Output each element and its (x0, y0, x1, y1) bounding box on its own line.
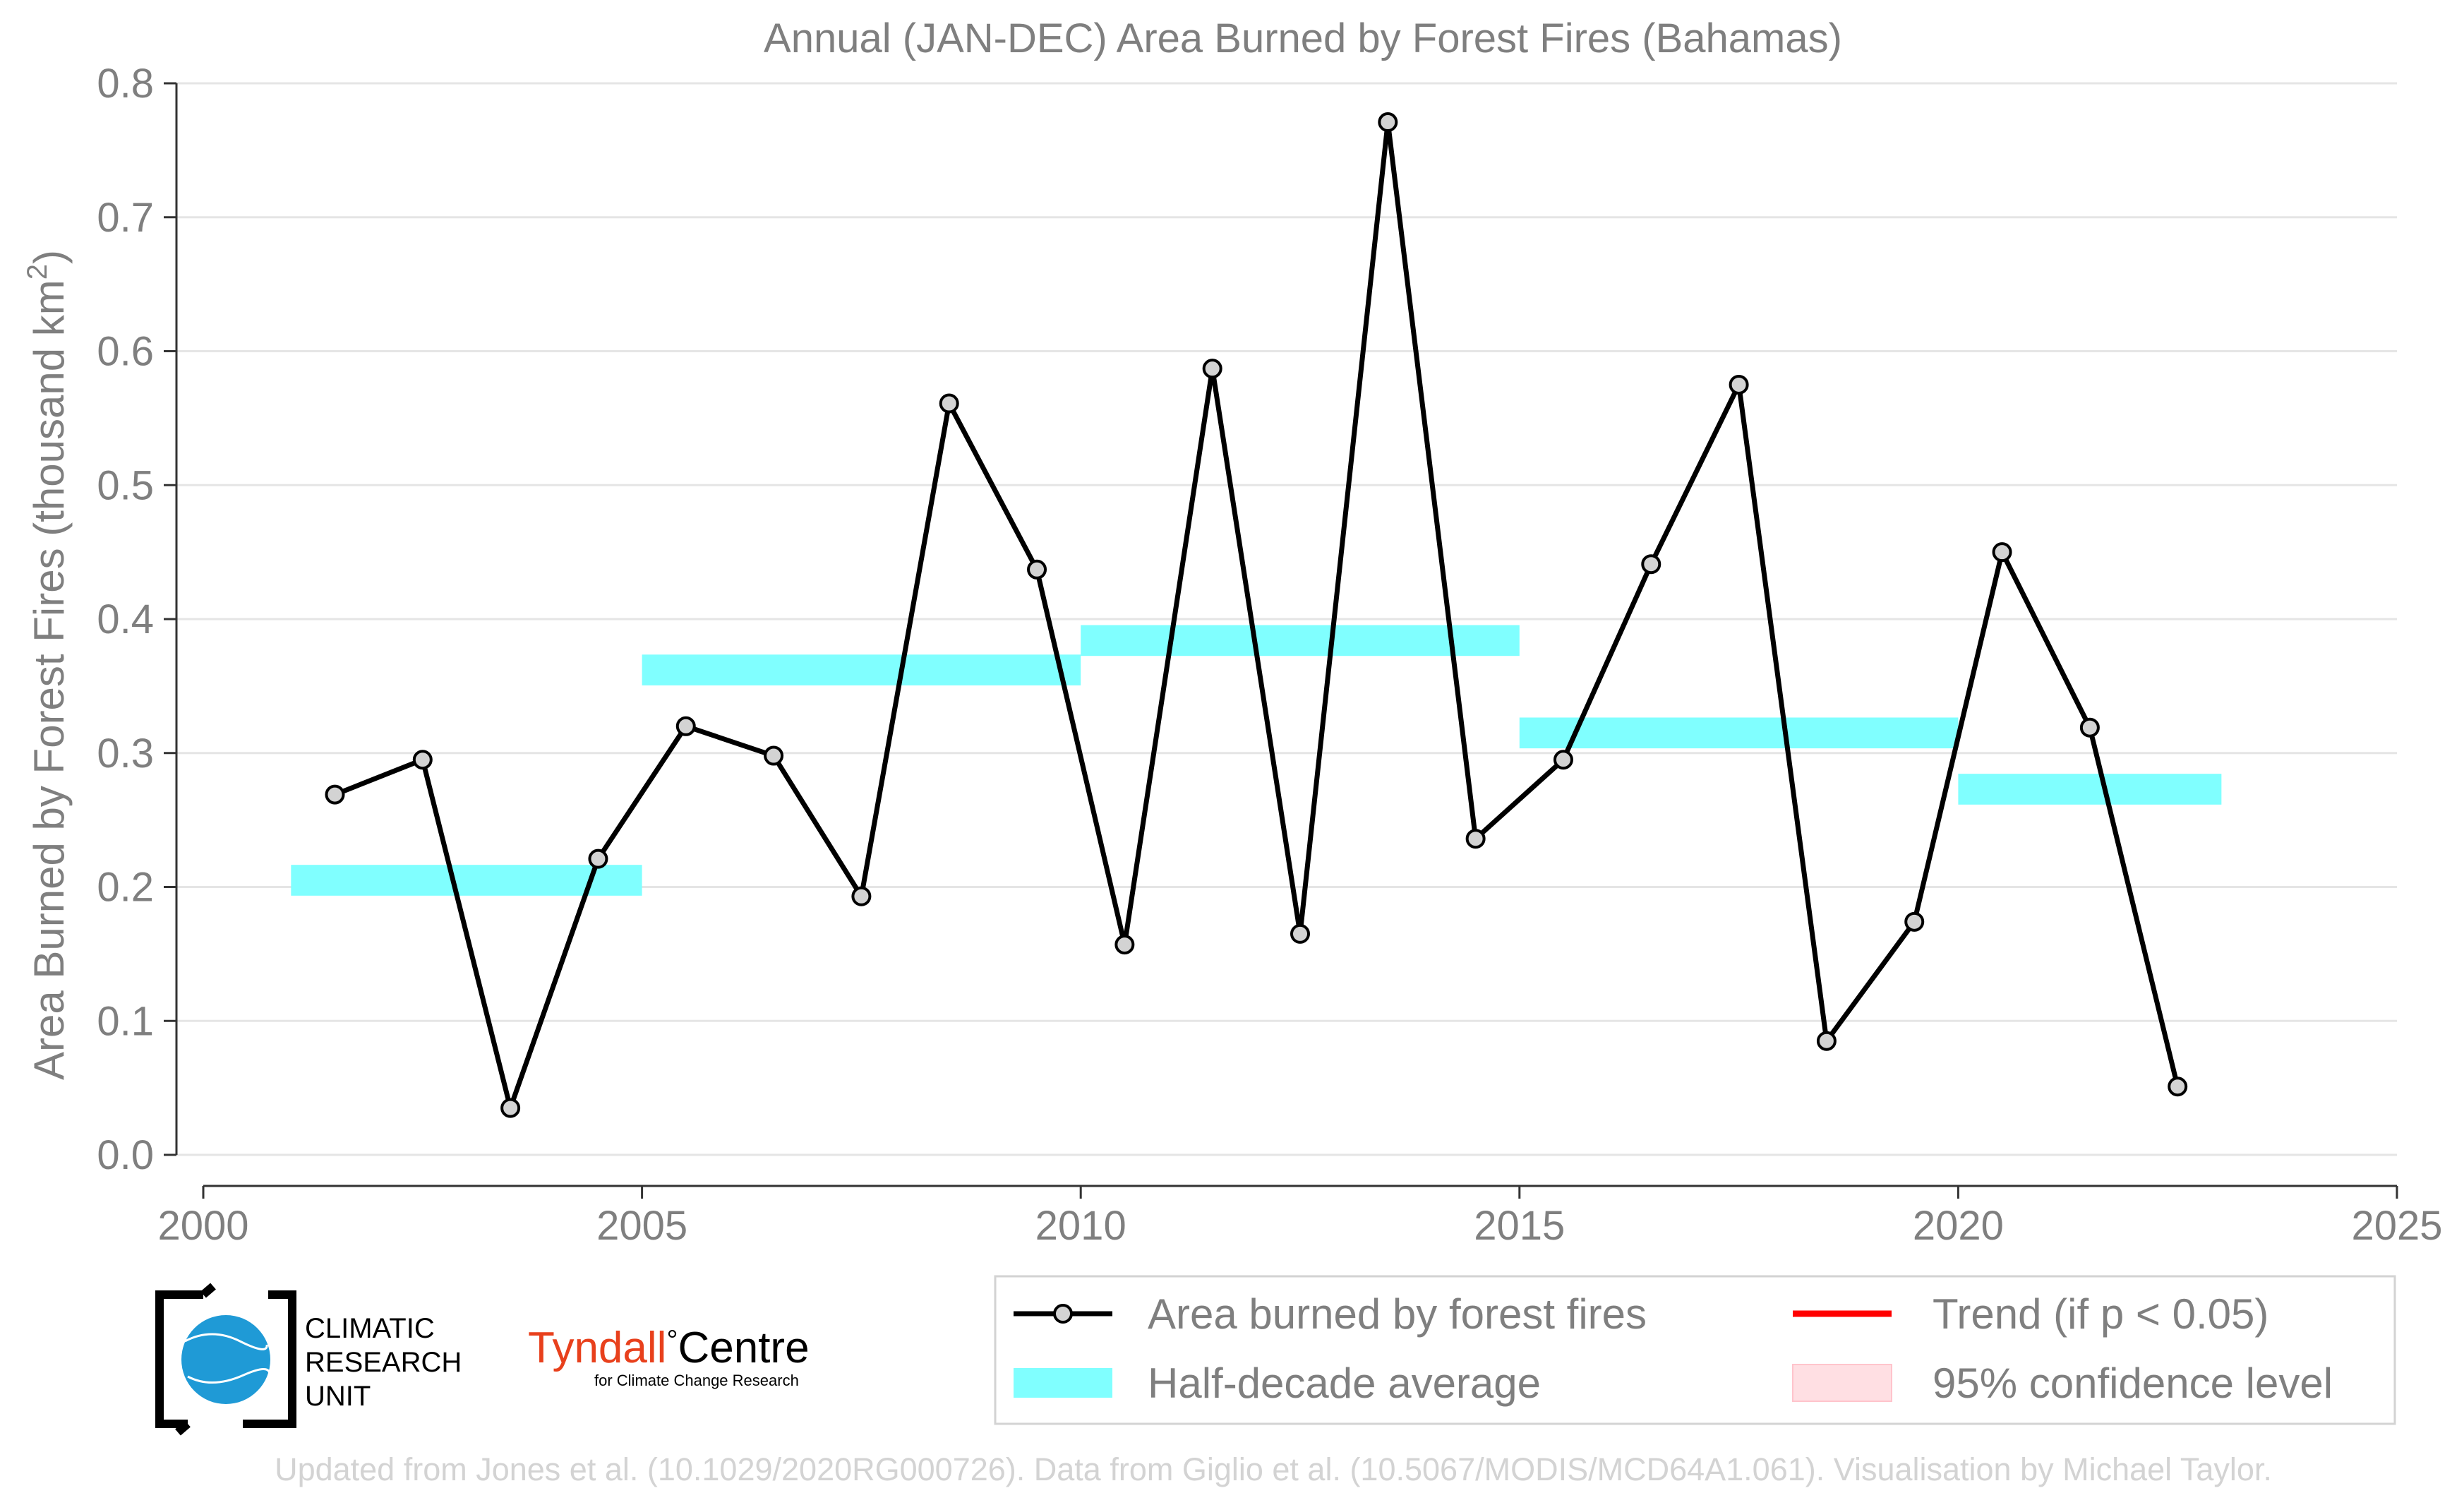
half-decade-bar (291, 865, 642, 896)
x-tick-label: 2015 (1474, 1203, 1565, 1249)
data-point (412, 750, 433, 770)
cru-line-3: UNIT (305, 1381, 371, 1412)
data-point (851, 886, 872, 906)
cru-line-1: CLIMATIC (305, 1313, 435, 1344)
series-markers (325, 112, 2188, 1118)
legend: Area burned by forest fires Trend (if p … (994, 1275, 2396, 1425)
cru-bracket-slash-top (200, 1283, 216, 1298)
data-point (1553, 750, 1573, 770)
legend-box (994, 1275, 2396, 1425)
y-tick-label: 0.3 (97, 731, 154, 777)
data-point (1816, 1031, 1837, 1051)
y-axis: 0.0 0.1 0.2 0.3 0.4 0.5 0.6 0.7 0.8 (97, 61, 178, 1178)
y-axis-title-sup: 2 (22, 264, 53, 280)
legend-item-trend: Trend (if p < 0.05) (1793, 1290, 2268, 1338)
tyndall-logo: Tyndall°Centre for Climate Change Resear… (528, 1324, 810, 1389)
data-point (1202, 359, 1222, 379)
x-axis: 2000 2005 2010 2015 2020 2025 (157, 1185, 2443, 1249)
cru-logo: CLIMATIC RESEARCH UNIT (155, 1283, 462, 1436)
data-point (764, 745, 784, 766)
chart-title: Annual (JAN-DEC) Area Burned by Forest F… (764, 16, 1842, 61)
cru-line-2: RESEARCH (305, 1347, 462, 1378)
data-point (588, 849, 608, 869)
y-axis-title-end: ) (25, 250, 73, 264)
x-tick-label: 2005 (596, 1203, 687, 1249)
y-tick-label: 0.6 (97, 329, 154, 375)
svg-text:Area Burned by Forest Fires (t: Area Burned by Forest Fires (thousand km… (22, 250, 73, 1080)
data-point (325, 784, 345, 805)
legend-label-trend: Trend (if p < 0.05) (1933, 1290, 2268, 1338)
x-tick-label: 2020 (1913, 1203, 2004, 1249)
x-tick-label: 2010 (1035, 1203, 1126, 1249)
cru-bracket-left (155, 1290, 203, 1428)
y-axis-title: Area Burned by Forest Fires (thousand km… (22, 250, 73, 1080)
half-decade-bar (642, 654, 1081, 685)
data-point (2079, 717, 2100, 738)
x-tick-label: 2000 (157, 1203, 248, 1249)
half-decade-bars (291, 625, 2222, 896)
y-tick-label: 0.8 (97, 61, 154, 107)
y-axis-title-main: Area Burned by Forest Fires (thousand km (25, 280, 73, 1080)
y-tick-label: 0.4 (97, 596, 154, 642)
tyndall-subtitle: for Climate Change Research (594, 1372, 799, 1389)
tyndall-centre: Centre (678, 1324, 809, 1372)
data-point (1641, 554, 1661, 575)
tyndall-degree: ° (666, 1325, 678, 1356)
half-decade-bar (1958, 774, 2222, 805)
series-area-burned (334, 119, 2180, 1111)
data-point (2168, 1077, 2188, 1097)
data-point (1027, 559, 1047, 580)
half-decade-bar (1081, 625, 1520, 656)
legend-swatch-confidence (1792, 1364, 1892, 1402)
data-point (1992, 542, 2012, 563)
legend-item-half-decade: Half-decade average (1014, 1360, 1541, 1407)
data-point (1465, 829, 1486, 849)
cru-globe-contour-2 (187, 1368, 271, 1384)
svg-text:Tyndall°Centre: Tyndall°Centre (528, 1324, 810, 1372)
series-line (334, 119, 2180, 1111)
cru-bracket-slash-bottom (175, 1420, 191, 1436)
legend-label-area-burned: Area burned by forest fires (1148, 1290, 1647, 1338)
cru-globe-contour-1 (184, 1333, 268, 1350)
legend-item-confidence: 95% confidence level (1792, 1360, 2333, 1407)
half-decade-bar (1519, 717, 1959, 749)
y-tick-label: 0.7 (97, 195, 154, 241)
data-point (1290, 923, 1310, 944)
legend-swatch-half-decade (1014, 1368, 1112, 1398)
legend-label-half-decade: Half-decade average (1148, 1360, 1541, 1407)
x-tick-label: 2025 (2351, 1203, 2442, 1249)
cru-bracket-right (243, 1290, 296, 1428)
cru-globe-icon (181, 1315, 270, 1404)
tyndall-name: Tyndall (528, 1324, 666, 1372)
data-point (1729, 374, 1749, 395)
data-point (1378, 112, 1398, 133)
legend-swatch-area-burned-marker (1053, 1304, 1073, 1324)
legend-label-confidence: 95% confidence level (1933, 1360, 2333, 1407)
legend-item-area-burned: Area burned by forest fires (1014, 1290, 1647, 1338)
data-point (500, 1098, 521, 1118)
footer-credit: Updated from Jones et al. (10.1029/2020R… (275, 1451, 2272, 1487)
data-point (675, 716, 696, 736)
grid (176, 82, 2397, 1156)
data-point (939, 393, 959, 414)
y-tick-label: 0.1 (97, 998, 154, 1044)
y-tick-label: 0.5 (97, 462, 154, 508)
y-tick-label: 0.0 (97, 1132, 154, 1178)
data-point (1904, 911, 1925, 932)
y-tick-label: 0.2 (97, 865, 154, 911)
data-point (1114, 935, 1135, 955)
